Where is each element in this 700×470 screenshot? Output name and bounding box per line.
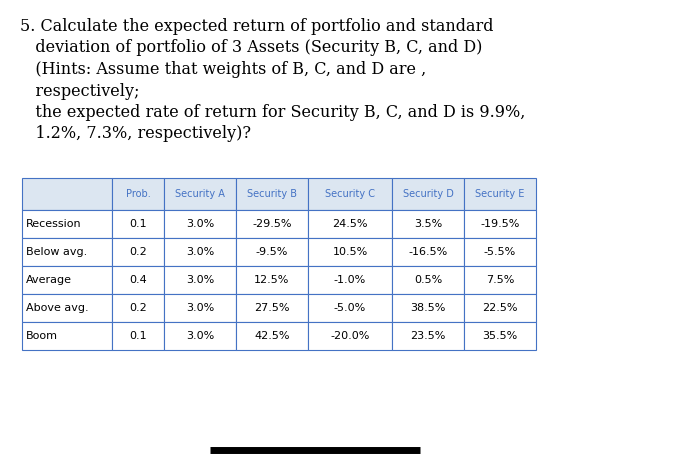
Bar bbox=[464, 294, 536, 322]
Text: Security B: Security B bbox=[247, 189, 297, 199]
Text: 3.0%: 3.0% bbox=[186, 219, 214, 229]
Bar bbox=[236, 266, 308, 294]
Bar bbox=[392, 210, 464, 238]
Bar bbox=[464, 238, 536, 266]
Text: Security D: Security D bbox=[402, 189, 454, 199]
Text: -1.0%: -1.0% bbox=[334, 275, 366, 285]
Bar bbox=[308, 266, 392, 294]
Text: 12.5%: 12.5% bbox=[254, 275, 290, 285]
Bar bbox=[112, 238, 164, 266]
Text: Below avg.: Below avg. bbox=[26, 247, 88, 257]
Text: 3.0%: 3.0% bbox=[186, 303, 214, 313]
Bar bbox=[112, 322, 164, 350]
Bar bbox=[22, 322, 112, 350]
Text: -19.5%: -19.5% bbox=[480, 219, 519, 229]
Text: 35.5%: 35.5% bbox=[482, 331, 517, 341]
Bar bbox=[22, 266, 112, 294]
Bar bbox=[112, 266, 164, 294]
Text: -29.5%: -29.5% bbox=[252, 219, 292, 229]
Bar bbox=[164, 178, 236, 210]
Text: 23.5%: 23.5% bbox=[410, 331, 446, 341]
Bar bbox=[236, 238, 308, 266]
Text: Prob.: Prob. bbox=[125, 189, 150, 199]
Text: 0.2: 0.2 bbox=[129, 247, 147, 257]
Text: 0.4: 0.4 bbox=[129, 275, 147, 285]
Text: -5.0%: -5.0% bbox=[334, 303, 366, 313]
Text: Above avg.: Above avg. bbox=[26, 303, 89, 313]
Bar bbox=[22, 238, 112, 266]
Bar bbox=[164, 266, 236, 294]
Text: respectively;: respectively; bbox=[20, 83, 139, 100]
Bar bbox=[112, 210, 164, 238]
Bar bbox=[112, 178, 164, 210]
Text: 0.1: 0.1 bbox=[130, 331, 147, 341]
Text: 27.5%: 27.5% bbox=[254, 303, 290, 313]
Bar bbox=[236, 322, 308, 350]
Text: -5.5%: -5.5% bbox=[484, 247, 516, 257]
Bar bbox=[392, 322, 464, 350]
Bar bbox=[236, 178, 308, 210]
Text: 1.2%, 7.3%, respectively)?: 1.2%, 7.3%, respectively)? bbox=[20, 125, 251, 142]
Bar bbox=[392, 266, 464, 294]
Bar bbox=[308, 294, 392, 322]
Text: 24.5%: 24.5% bbox=[332, 219, 368, 229]
Text: (Hints: Assume that weights of B, C, and D are ,: (Hints: Assume that weights of B, C, and… bbox=[20, 61, 426, 78]
Bar bbox=[464, 322, 536, 350]
Text: 22.5%: 22.5% bbox=[482, 303, 518, 313]
Bar bbox=[392, 178, 464, 210]
Text: -16.5%: -16.5% bbox=[408, 247, 447, 257]
Text: 38.5%: 38.5% bbox=[410, 303, 446, 313]
Text: 3.0%: 3.0% bbox=[186, 275, 214, 285]
Text: -20.0%: -20.0% bbox=[330, 331, 370, 341]
Bar bbox=[308, 210, 392, 238]
Text: 0.1: 0.1 bbox=[130, 219, 147, 229]
Bar bbox=[164, 238, 236, 266]
Text: 42.5%: 42.5% bbox=[254, 331, 290, 341]
Bar bbox=[22, 210, 112, 238]
Text: 3.0%: 3.0% bbox=[186, 247, 214, 257]
Text: -9.5%: -9.5% bbox=[256, 247, 288, 257]
Bar bbox=[308, 322, 392, 350]
Bar bbox=[308, 178, 392, 210]
Bar bbox=[22, 294, 112, 322]
Text: Boom: Boom bbox=[26, 331, 58, 341]
Text: 5. Calculate the expected return of portfolio and standard: 5. Calculate the expected return of port… bbox=[20, 18, 493, 35]
Bar bbox=[464, 178, 536, 210]
Text: 3.5%: 3.5% bbox=[414, 219, 442, 229]
Text: 0.2: 0.2 bbox=[129, 303, 147, 313]
Bar bbox=[392, 238, 464, 266]
Bar bbox=[392, 294, 464, 322]
Text: Average: Average bbox=[26, 275, 72, 285]
Text: Security A: Security A bbox=[175, 189, 225, 199]
Bar bbox=[308, 238, 392, 266]
Bar bbox=[164, 210, 236, 238]
Text: Security C: Security C bbox=[325, 189, 375, 199]
Bar bbox=[164, 322, 236, 350]
Text: Security E: Security E bbox=[475, 189, 525, 199]
Text: deviation of portfolio of 3 Assets (Security B, C, and D): deviation of portfolio of 3 Assets (Secu… bbox=[20, 39, 482, 56]
Text: 7.5%: 7.5% bbox=[486, 275, 514, 285]
Text: 10.5%: 10.5% bbox=[332, 247, 368, 257]
Bar bbox=[464, 210, 536, 238]
Bar bbox=[112, 294, 164, 322]
Bar bbox=[164, 294, 236, 322]
Text: the expected rate of return for Security B, C, and D is 9.9%,: the expected rate of return for Security… bbox=[20, 104, 526, 121]
Bar bbox=[22, 178, 112, 210]
Bar bbox=[236, 294, 308, 322]
Bar bbox=[236, 210, 308, 238]
Text: 0.5%: 0.5% bbox=[414, 275, 442, 285]
Bar bbox=[464, 266, 536, 294]
Text: Recession: Recession bbox=[26, 219, 82, 229]
Text: 3.0%: 3.0% bbox=[186, 331, 214, 341]
